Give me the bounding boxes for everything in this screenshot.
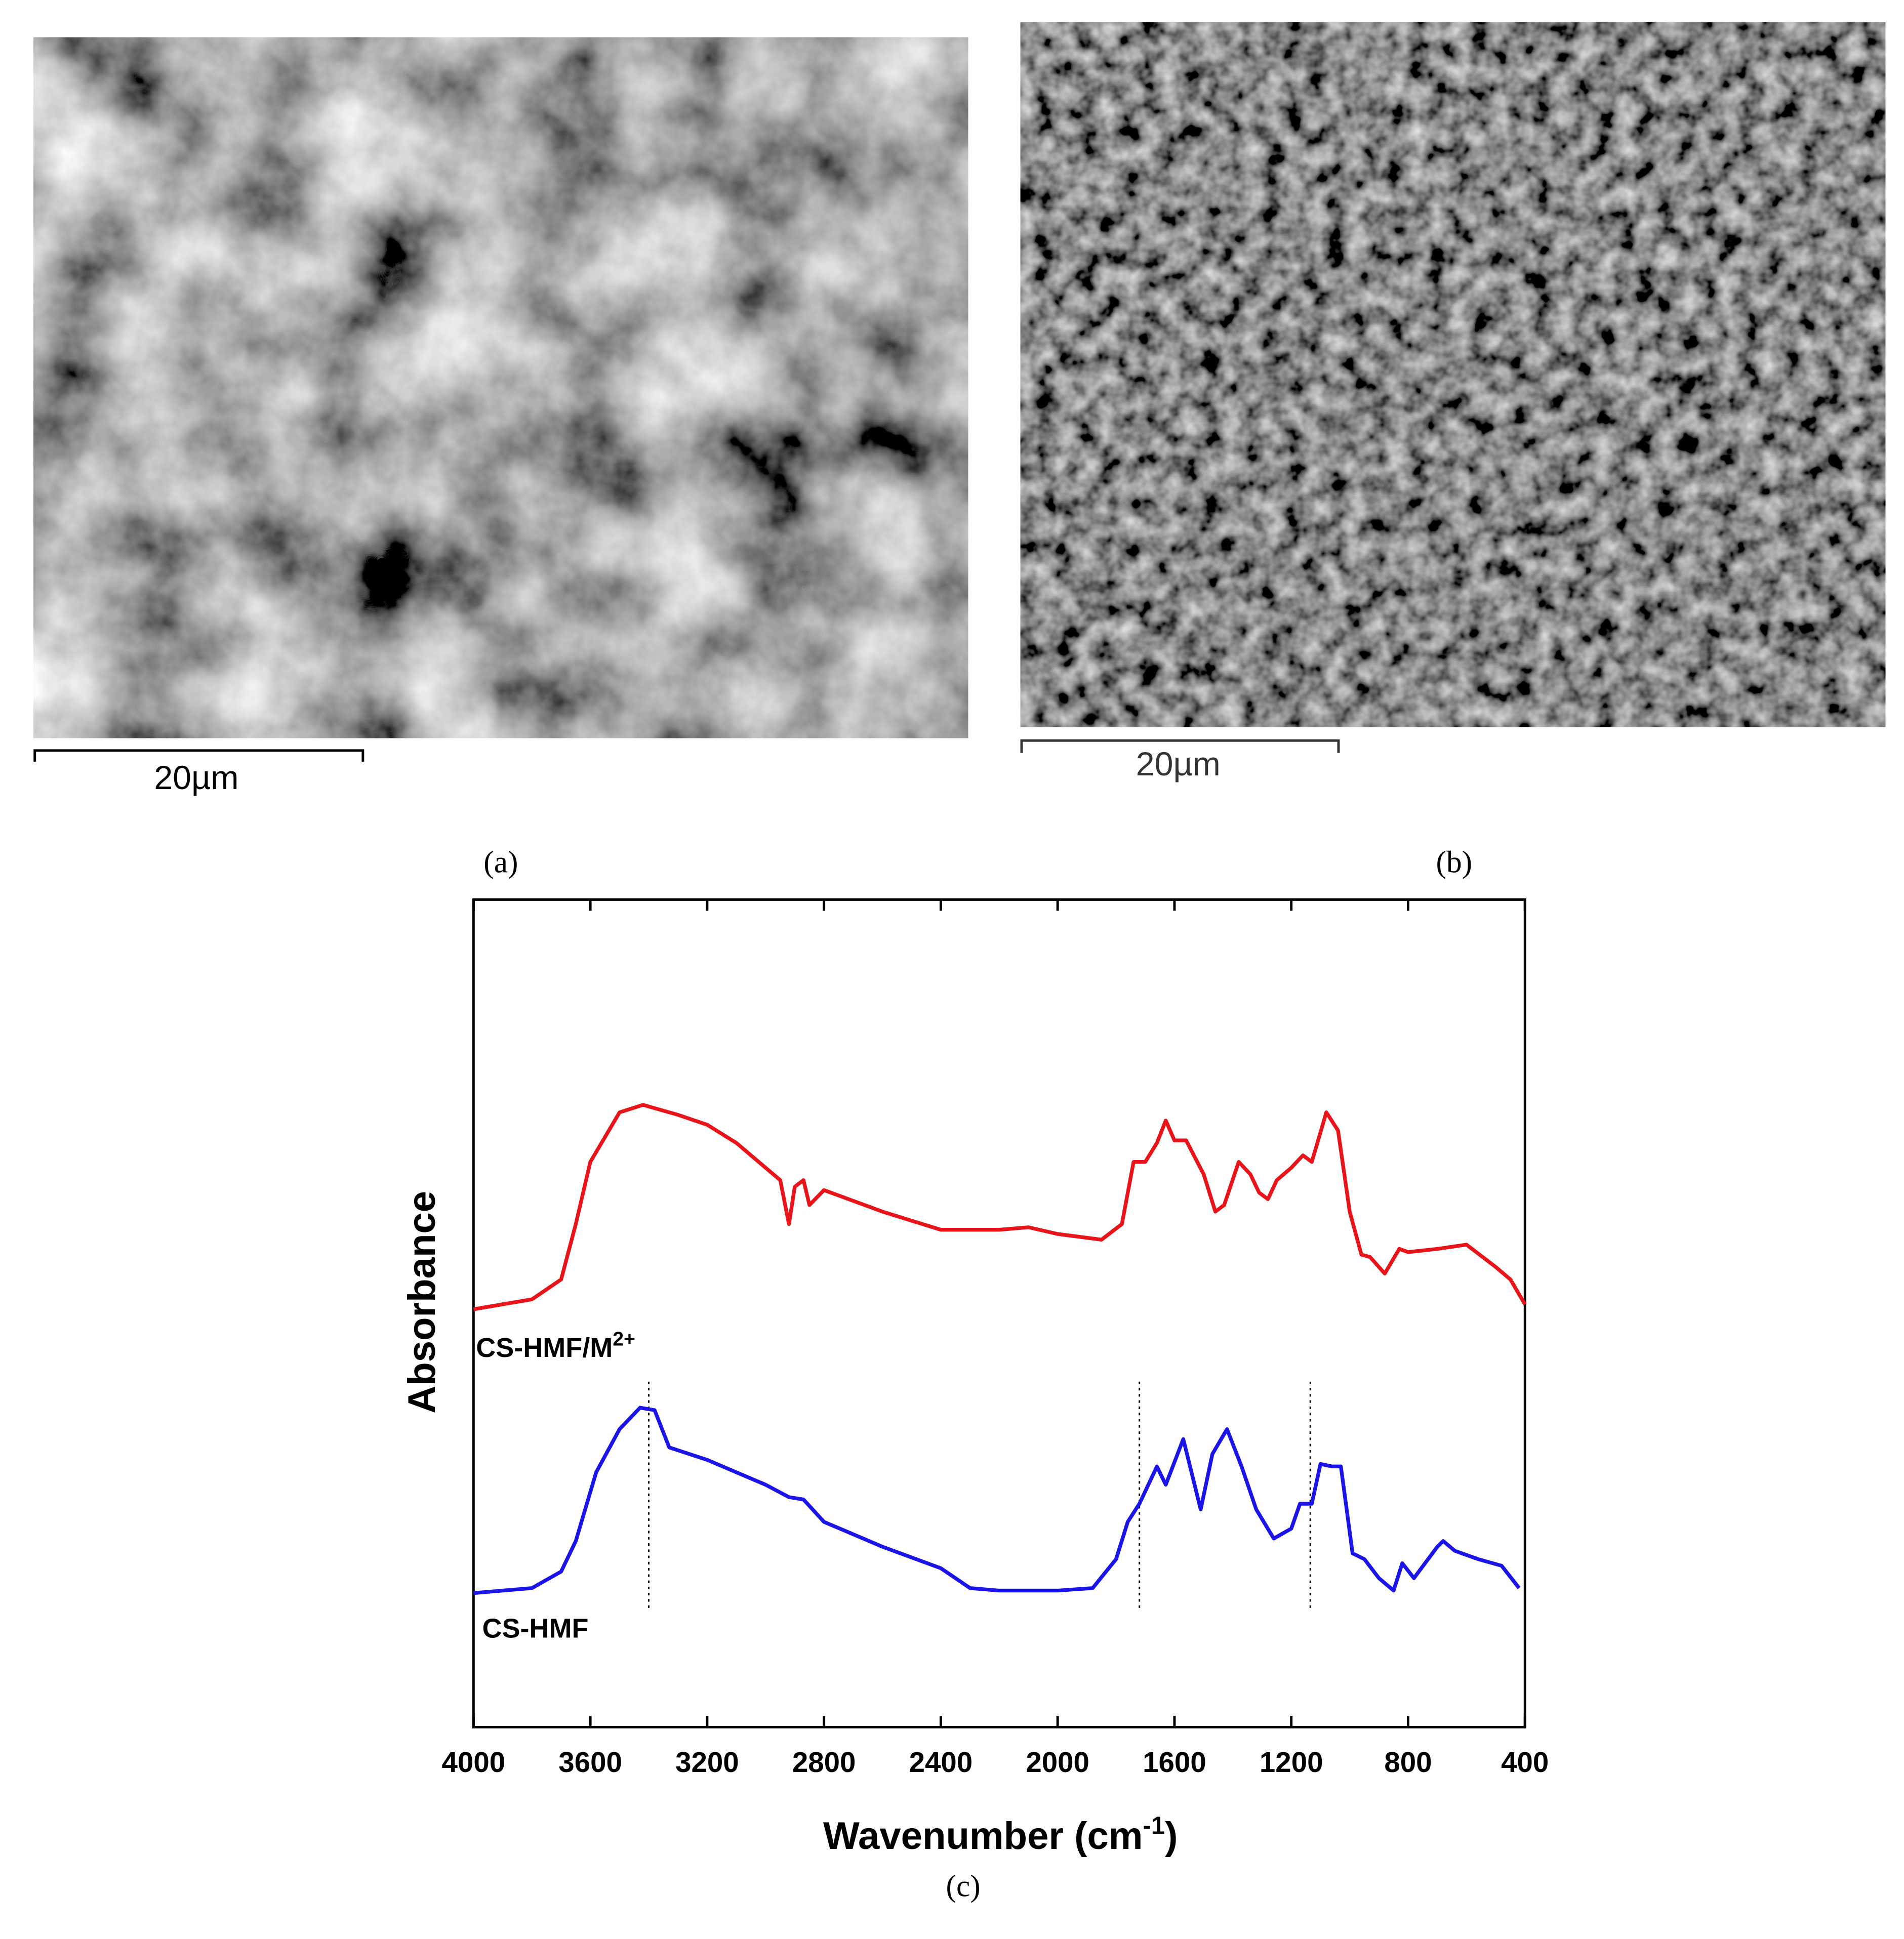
x-tick-label: 2000 (1026, 1746, 1089, 1778)
x-tick-label: 2800 (792, 1746, 856, 1778)
y-axis-title: Absorbance (400, 1191, 443, 1414)
panel-label: (b) (1436, 845, 1473, 879)
sem-image-a (33, 37, 968, 738)
scale-bar-a (33, 749, 364, 762)
sem-image-b (1020, 22, 1886, 727)
x-tick-label: 800 (1384, 1746, 1432, 1778)
x-tick-label: 4000 (442, 1746, 506, 1778)
x-tick-label: 3200 (675, 1746, 739, 1778)
scale-bar-label: 20µm (1136, 746, 1221, 783)
scale-bar-label: 20µm (154, 759, 238, 797)
scale-bar-b (1020, 739, 1340, 753)
x-tick-label: 3600 (558, 1746, 622, 1778)
x-tick-label: 400 (1501, 1746, 1549, 1778)
series-label-text: CS-HMF/M (476, 1333, 613, 1363)
series-line (473, 1406, 1521, 1595)
x-axis-title: Wavenumber (cm-1) (823, 1812, 1178, 1858)
panel-label: (a) (483, 845, 518, 879)
plot-frame (472, 898, 1526, 1728)
x-tick-label: 1600 (1143, 1746, 1206, 1778)
x-axis-title-sup: -1 (1143, 1812, 1165, 1840)
x-axis-title-close: ) (1165, 1814, 1178, 1858)
x-tick-label: 1200 (1260, 1746, 1323, 1778)
panel-label: (c) (946, 1869, 981, 1903)
series-label-sup: 2+ (613, 1328, 635, 1350)
x-tick-label: 2400 (909, 1746, 973, 1778)
series-label: CS-HMF/M2+ (476, 1328, 635, 1363)
series-line (473, 1103, 1527, 1311)
series-label-text: CS-HMF (482, 1614, 589, 1644)
x-axis-title-text: Wavenumber (cm (823, 1814, 1143, 1858)
series-label: CS-HMF (482, 1614, 589, 1644)
